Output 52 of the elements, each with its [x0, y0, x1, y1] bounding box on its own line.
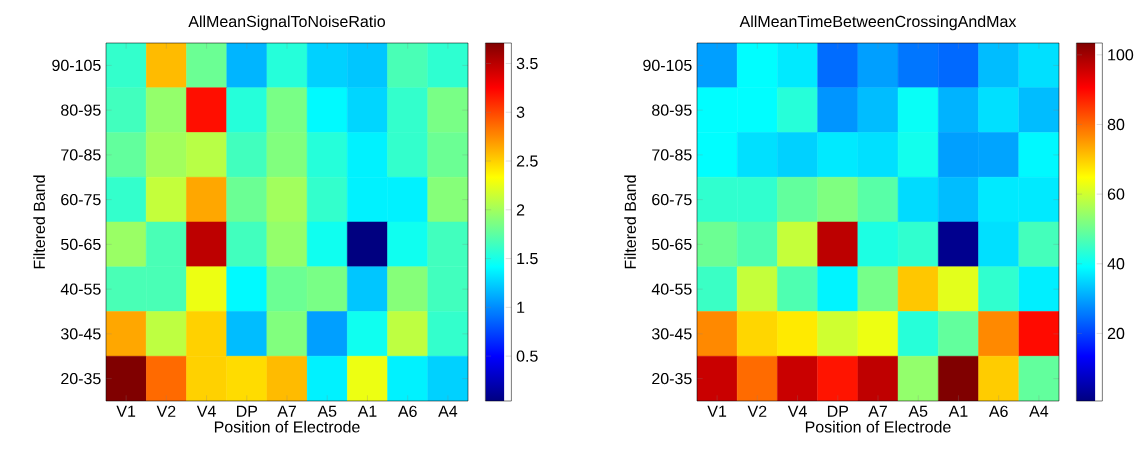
x-tick-label: A4	[438, 405, 458, 417]
color-bar-label: 2.5	[516, 155, 538, 167]
color-bar-label: 60	[1107, 188, 1125, 200]
x-tick-label: A7	[868, 405, 887, 417]
y-axis-title: Filtered Band	[624, 175, 636, 269]
x-tick-label: A4	[1029, 405, 1049, 417]
color-bar-label: 100	[1108, 49, 1134, 61]
x-tick-label: DP	[236, 405, 258, 417]
x-tick-label: V1	[707, 405, 727, 417]
y-tick-label: 60-75	[61, 193, 101, 206]
y-tick-label: 40-55	[60, 283, 101, 295]
x-tick-label: V4	[196, 405, 216, 417]
chart-title: AllMeanTimeBetweenCrossingAndMax	[739, 15, 1017, 31]
color-bar-label: 3.5	[516, 57, 538, 70]
chart-title: AllMeanSignalToNoiseRatio	[188, 15, 386, 31]
y-tick-label: 40-55	[651, 283, 692, 295]
y-tick-label: 90-105	[643, 59, 692, 72]
y-tick-label: 50-65	[61, 238, 101, 251]
x-tick-label: A1	[357, 405, 377, 417]
y-tick-label: 30-45	[60, 328, 101, 340]
x-tick-label: A7	[277, 405, 296, 417]
y-tick-label: 70-85	[652, 149, 692, 161]
y-tick-label: 20-35	[61, 372, 101, 385]
color-bar-label: 3	[516, 106, 525, 118]
color-bar-label: 40	[1107, 258, 1125, 270]
x-tick-label: A5	[908, 405, 928, 417]
color-bar-label: 1.5	[517, 253, 538, 265]
color-bar-label: 0.5	[516, 350, 538, 362]
x-tick-label: V2	[156, 405, 176, 417]
x-tick-label: V1	[116, 405, 136, 417]
x-tick-label: V2	[747, 405, 767, 417]
x-axis-title: Position of Electrode	[214, 420, 360, 433]
x-tick-label: V4	[787, 405, 807, 417]
x-axis-title: Position of Electrode	[805, 420, 951, 433]
y-tick-label: 20-35	[652, 372, 692, 385]
color-bar-label: 20	[1107, 327, 1125, 340]
color-bar-label: 1	[517, 301, 525, 313]
x-tick-label: A6	[397, 405, 417, 418]
y-tick-label: 60-75	[652, 193, 692, 206]
x-tick-label: A1	[948, 405, 968, 417]
y-tick-label: 70-85	[61, 149, 101, 161]
x-tick-label: A6	[988, 405, 1008, 418]
y-axis-title: Filtered Band	[33, 175, 45, 269]
y-tick-label: 90-105	[52, 59, 101, 72]
x-tick-label: A5	[317, 405, 337, 417]
y-tick-label: 80-95	[61, 104, 101, 116]
color-bar-label: 2	[516, 204, 525, 216]
y-tick-label: 80-95	[652, 104, 692, 116]
x-tick-label: DP	[827, 405, 849, 417]
y-tick-label: 30-45	[651, 328, 692, 340]
y-tick-label: 50-65	[652, 238, 692, 251]
color-bar-label: 80	[1107, 118, 1125, 131]
